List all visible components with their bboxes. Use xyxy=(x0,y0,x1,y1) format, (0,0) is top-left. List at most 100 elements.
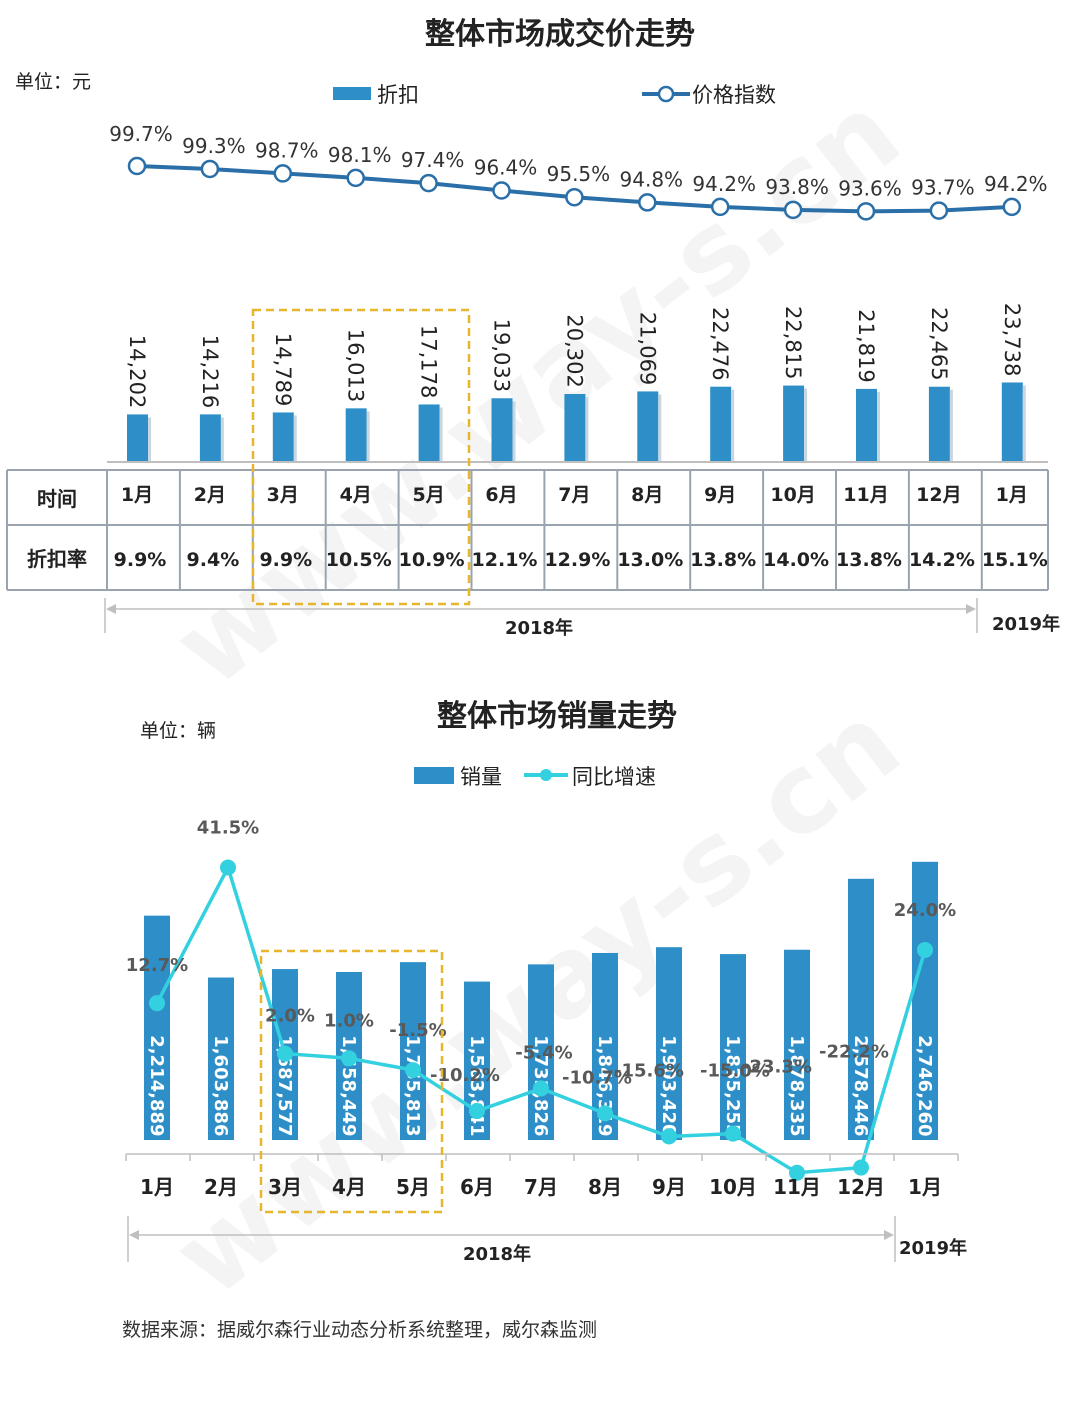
table-month-cell: 1月 xyxy=(996,484,1028,506)
price-bar xyxy=(564,393,586,462)
sales-category-label: 4月 xyxy=(332,1175,366,1199)
table-rate-cell: 13.8% xyxy=(836,549,902,571)
price-index-label: 94.8% xyxy=(620,167,684,191)
price-bar-shadow xyxy=(293,415,297,462)
price-index-label: 93.7% xyxy=(911,176,975,200)
table-month-cell: 9月 xyxy=(704,484,736,506)
sales-bar xyxy=(528,964,554,1140)
table-month-cell: 3月 xyxy=(267,484,299,506)
table-month-cell: 6月 xyxy=(485,484,517,506)
price-index-point xyxy=(929,201,949,220)
year-span-left-arrow xyxy=(106,604,116,614)
price-bar-labels-layer: 14,202 14,216 14,789 16,013 17,178 19,033 20,3… xyxy=(125,303,1024,408)
legend-sales-bar-swatch xyxy=(414,767,454,784)
growth-label: -23.3% xyxy=(742,1057,812,1078)
price-chart-unit: 单位：元 xyxy=(15,71,91,93)
growth-label: 1.0% xyxy=(324,1010,374,1031)
growth-point xyxy=(917,941,933,958)
growth-label: -15.0% xyxy=(700,1061,770,1082)
sales-bar-label: 1,878,335 xyxy=(786,1035,807,1136)
sales-category-label: 3月 xyxy=(268,1175,302,1199)
price-index-label: 99.7% xyxy=(109,122,173,146)
price-index-label: 95.5% xyxy=(547,162,611,186)
growth-point xyxy=(277,1045,293,1062)
price-bar-label: 22,815 xyxy=(781,306,805,379)
sales-bar xyxy=(400,962,426,1140)
sales-year-span: 2018年 2019年 xyxy=(127,1216,967,1265)
price-bar-label: 14,202 xyxy=(125,335,149,408)
price-index-point xyxy=(856,202,876,221)
price-bar-label: 14,789 xyxy=(271,333,295,406)
price-chart-title: 整体市场成交价走势 xyxy=(425,17,695,52)
sales-category-label: 1月 xyxy=(908,1175,942,1199)
sales-category-label: 2月 xyxy=(204,1175,238,1199)
data-source-note: 数据来源：据威尔森行业动态分析系统整理，威尔森监测 xyxy=(122,1319,597,1341)
legend-sales-line-label: 同比增速 xyxy=(572,765,656,789)
sales-chart-title: 整体市场销量走势 xyxy=(437,699,677,734)
price-bar xyxy=(783,385,805,462)
legend-sales-line-marker xyxy=(540,769,552,781)
price-index-label: 94.2% xyxy=(984,172,1048,196)
table-rate-cell: 9.9% xyxy=(259,549,312,571)
price-index-label: 94.2% xyxy=(692,172,756,196)
growth-point xyxy=(220,859,236,876)
table-rate-cell: 12.1% xyxy=(472,549,538,571)
price-bar xyxy=(199,414,221,462)
growth-label: -10.7% xyxy=(562,1067,632,1088)
growth-label: -22.2% xyxy=(819,1042,889,1063)
sales-x-axis: 1月 2月 3月 4月 5月 6月 7月 8月 9月 10月 11月 12月 1月 xyxy=(125,1153,959,1199)
sales-bar xyxy=(144,915,170,1140)
table-month-cell: 10月 xyxy=(770,484,815,506)
table-rate-cell: 9.4% xyxy=(187,549,240,571)
table-rate-cell: 10.5% xyxy=(326,549,392,571)
year-label-2018: 2018年 xyxy=(505,617,573,639)
price-index-label: 98.1% xyxy=(328,143,392,167)
price-bar-shadow xyxy=(366,411,370,462)
sales-bar xyxy=(656,947,682,1140)
price-bar-shadow xyxy=(220,417,224,462)
sales-bar-label: 2,746,260 xyxy=(914,1035,935,1136)
table-rate-cell: 13.0% xyxy=(617,549,683,571)
sales-category-label: 9月 xyxy=(652,1175,686,1199)
table-month-cell: 11月 xyxy=(843,484,888,506)
growth-point xyxy=(405,1062,421,1079)
legend-sales-bar-label: 销量 xyxy=(460,765,502,789)
price-index-point xyxy=(710,197,730,217)
table-header-rate: 折扣率 xyxy=(27,547,87,571)
year-label-2019: 2019年 xyxy=(992,613,1060,635)
price-bar-shadow xyxy=(439,407,443,462)
price-index-label: 99.3% xyxy=(182,134,246,158)
price-bar-label: 14,216 xyxy=(198,335,222,408)
sales-bar-label: 1,687,577 xyxy=(274,1035,295,1136)
price-bar xyxy=(1001,382,1023,462)
price-bar xyxy=(856,388,877,462)
year-span-right-arrow xyxy=(966,604,976,614)
growth-label: -10.2% xyxy=(430,1065,500,1086)
sales-category-label: 7月 xyxy=(524,1175,558,1199)
growth-labels-layer: 12.7% 41.5% 2.0% 1.0% -1.5% -10.2% -5.4% -10.7%… xyxy=(126,818,956,1089)
discount-table: 时间 折扣率 1月 9.9% 2月 9.4% 3月 9.9% 4月 10.5% 5月 10.9% 6… xyxy=(6,461,1049,591)
table-rate-cell: 12.9% xyxy=(544,549,610,571)
growth-label: 12.7% xyxy=(126,955,188,976)
table-rate-cell: 13.8% xyxy=(690,549,756,571)
sales-category-label: 11月 xyxy=(773,1175,821,1199)
price-year-span: 2018年 2019年 xyxy=(104,598,1060,639)
price-bar xyxy=(928,386,950,462)
growth-point xyxy=(789,1164,805,1181)
price-bar-label: 23,738 xyxy=(1000,303,1024,376)
price-index-point xyxy=(419,173,438,193)
sales-category-label: 6月 xyxy=(460,1175,494,1199)
table-rate-cell: 15.1% xyxy=(982,549,1048,571)
price-index-point xyxy=(273,164,293,183)
sales-year-label-2018: 2018年 xyxy=(463,1243,531,1265)
price-bar-label: 19,033 xyxy=(490,319,514,392)
price-index-label: 93.8% xyxy=(765,175,829,199)
sales-year-label-2019: 2019年 xyxy=(899,1237,967,1259)
price-bar-shadow xyxy=(512,401,516,462)
sales-bar xyxy=(720,954,746,1140)
growth-line-layer xyxy=(149,859,933,1181)
price-bar xyxy=(710,386,732,462)
price-index-point xyxy=(1002,197,1022,217)
price-bars-layer xyxy=(127,382,1026,462)
table-cells: 1月 9.9% 2月 9.4% 3月 9.9% 4月 10.5% 5月 10.9% 6月 12.1% 7… xyxy=(114,470,1048,590)
